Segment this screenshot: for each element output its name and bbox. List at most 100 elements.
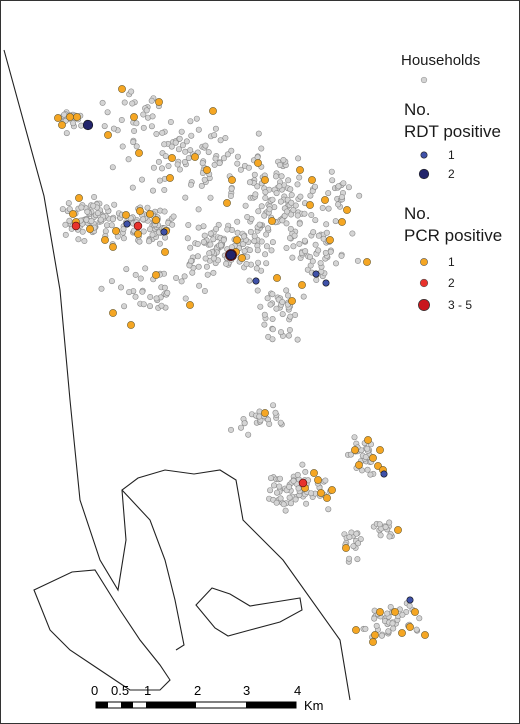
household-point <box>187 118 194 125</box>
pcr-positive-1-point <box>75 194 83 202</box>
household-point <box>413 626 420 633</box>
household-point <box>286 494 293 501</box>
household-point <box>377 532 384 539</box>
pcr-positive-1-point <box>186 301 194 309</box>
household-point <box>133 120 140 127</box>
household-point <box>323 221 330 228</box>
household-point <box>280 157 287 164</box>
pcr-positive-1-point <box>73 113 81 121</box>
household-point <box>272 173 279 180</box>
household-point <box>228 185 235 192</box>
pcr-positive-1-point <box>343 206 351 214</box>
household-point <box>164 289 171 296</box>
pcr-positive-1-point <box>127 321 135 329</box>
household-point <box>279 217 286 224</box>
pcr-positive-1-point <box>86 225 94 233</box>
household-point <box>295 155 302 162</box>
household-point <box>147 226 154 233</box>
household-point <box>346 555 353 562</box>
positive-points <box>54 85 429 646</box>
household-point <box>201 287 208 294</box>
household-point <box>240 241 247 248</box>
household-point <box>294 471 301 478</box>
household-point <box>345 184 352 191</box>
household-point <box>132 293 139 300</box>
household-point <box>262 251 269 258</box>
household-point <box>279 298 286 305</box>
scale-label-1: 1 <box>144 683 151 698</box>
household-point <box>81 238 88 245</box>
household-point <box>378 632 385 639</box>
household-point <box>291 232 298 239</box>
household-point <box>149 231 156 238</box>
household-point <box>109 216 116 223</box>
household-point <box>118 284 125 291</box>
household-point <box>187 147 194 154</box>
household-point <box>70 120 77 127</box>
household-point <box>194 241 201 248</box>
household-point <box>66 217 73 224</box>
pcr-positive-1-point <box>352 626 360 634</box>
legend-pcr-title-line1: No. <box>404 204 430 223</box>
household-point <box>354 556 361 563</box>
household-point <box>61 111 68 118</box>
pcr-positive-1-point <box>314 476 322 484</box>
household-point <box>146 238 153 245</box>
household-point <box>175 146 182 153</box>
household-point <box>222 135 229 142</box>
coastline-outlines <box>3 49 351 701</box>
island-outline <box>195 587 303 637</box>
household-point <box>228 426 235 433</box>
household-point <box>132 271 139 278</box>
household-point <box>355 540 362 547</box>
household-point <box>251 233 258 240</box>
household-point <box>290 477 297 484</box>
household-point <box>353 530 360 537</box>
household-point <box>182 148 189 155</box>
pcr-positive-1-point <box>109 309 117 317</box>
household-point <box>173 274 180 281</box>
household-point <box>212 155 219 162</box>
household-point <box>406 602 413 609</box>
household-point <box>273 305 280 312</box>
household-point <box>386 533 393 540</box>
household-point <box>143 107 150 114</box>
household-point <box>194 253 201 260</box>
household-point <box>311 183 318 190</box>
household-point <box>241 233 248 240</box>
household-point <box>269 291 276 298</box>
household-point <box>120 226 127 233</box>
household-point <box>254 287 261 294</box>
pcr-positive-1-point <box>411 608 419 616</box>
household-point <box>277 419 284 426</box>
household-point <box>267 487 274 494</box>
pcr-positive-1-point <box>136 207 144 215</box>
pcr-positive-1-point <box>363 258 371 266</box>
household-point <box>244 214 251 221</box>
household-point <box>282 507 289 514</box>
household-point <box>101 123 108 130</box>
household-point <box>88 218 95 225</box>
household-point <box>158 302 165 309</box>
household-point <box>385 628 392 635</box>
household-point <box>147 303 154 310</box>
household-point <box>276 162 283 169</box>
pcr-positive-1-point <box>146 210 154 218</box>
household-point <box>278 173 285 180</box>
household-point <box>83 216 90 223</box>
household-point <box>181 159 188 166</box>
household-point <box>277 495 284 502</box>
household-point <box>283 208 290 215</box>
household-point <box>149 113 156 120</box>
household-point <box>288 192 295 199</box>
scale-label-0: 0 <box>91 683 98 698</box>
household-point <box>285 332 292 339</box>
pcr-positive-1-point <box>326 236 334 244</box>
household-point <box>65 200 72 207</box>
household-point <box>288 199 295 206</box>
household-point <box>193 115 200 122</box>
household-point <box>148 123 155 130</box>
household-point <box>195 224 202 231</box>
household-point <box>237 166 244 173</box>
legend-pcr-3-5-symbol <box>418 299 430 311</box>
